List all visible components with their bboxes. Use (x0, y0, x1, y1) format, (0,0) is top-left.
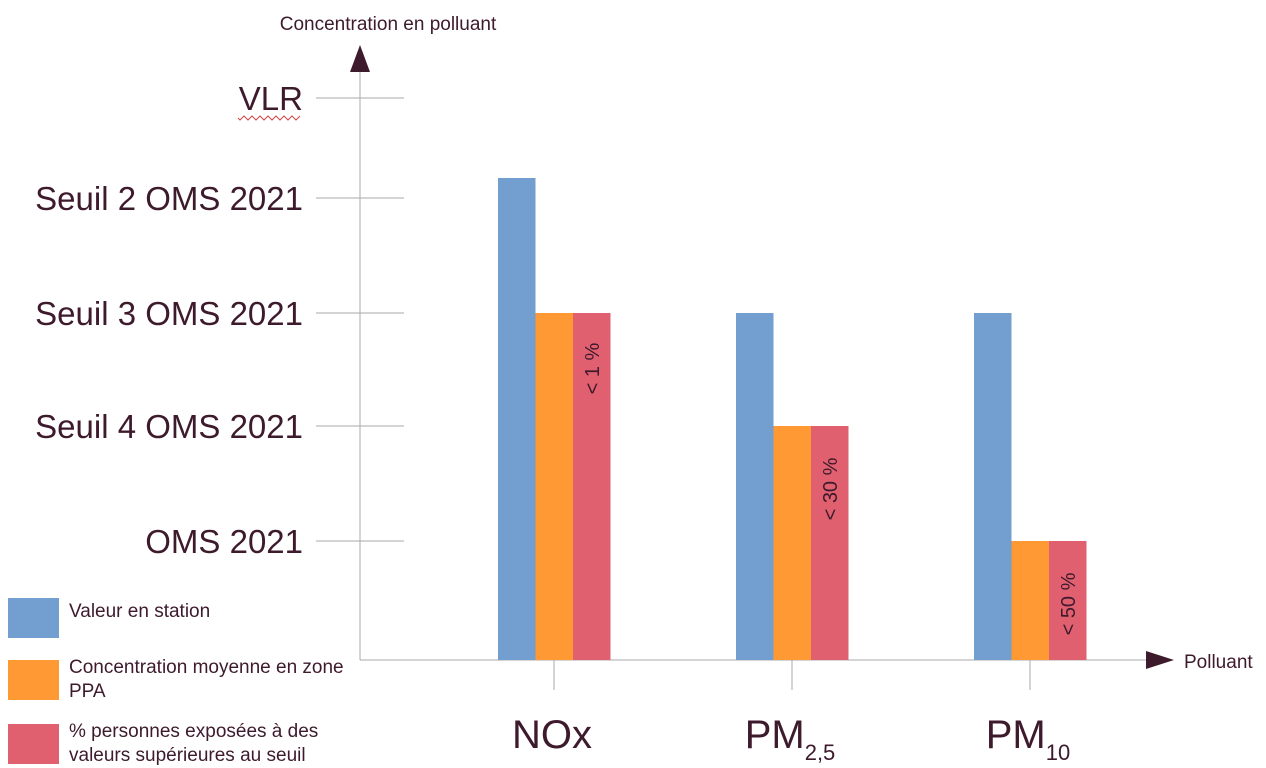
y-tick-label: OMS 2021 (145, 523, 303, 560)
bar-data-label: < 30 % (820, 457, 842, 520)
spellcheck-underline (237, 115, 301, 121)
x-labels: NOx PM2,5 PM10 (512, 660, 1070, 765)
bar-data-label: < 1 % (582, 342, 604, 394)
x-axis-arrow (1146, 651, 1174, 669)
legend-label: Concentration moyenne en zone PPA (69, 657, 344, 702)
y-axis-arrow (350, 45, 370, 72)
bar (573, 313, 611, 660)
bars: < 1 % < 30 % < 50 % (498, 178, 1087, 660)
legend-swatch-red (8, 724, 59, 764)
x-tick-label: PM2,5 (745, 713, 836, 765)
legend-label: % personnes exposées à des valeurs supér… (69, 721, 319, 766)
legend-swatch-blue (8, 598, 59, 638)
x-tick-label: NOx (512, 713, 592, 757)
legend-swatch-orange (8, 660, 59, 700)
bar (773, 426, 811, 660)
y-tick-label: Seuil 4 OMS 2021 (35, 408, 303, 445)
y-tick-label: Seuil 3 OMS 2021 (35, 295, 303, 332)
x-axis-title: Polluant (1184, 652, 1253, 673)
y-axis-title: Concentration en polluant (280, 14, 497, 35)
bar-data-label: < 50 % (1058, 572, 1080, 635)
bar (736, 313, 774, 660)
y-tick-label: Seuil 2 OMS 2021 (35, 180, 303, 217)
bar (811, 426, 849, 660)
x-tick-label: PM10 (986, 713, 1070, 765)
bar (498, 178, 536, 660)
bar (1011, 541, 1049, 660)
legend-label: Valeur en station (69, 601, 211, 622)
bar (974, 313, 1012, 660)
bar (1049, 541, 1087, 660)
y-tick-label: VLR (239, 80, 303, 117)
y-ticks: OMS 2021 Seuil 4 OMS 2021 Seuil 3 OMS 2021… (35, 80, 404, 560)
bar (535, 313, 573, 660)
